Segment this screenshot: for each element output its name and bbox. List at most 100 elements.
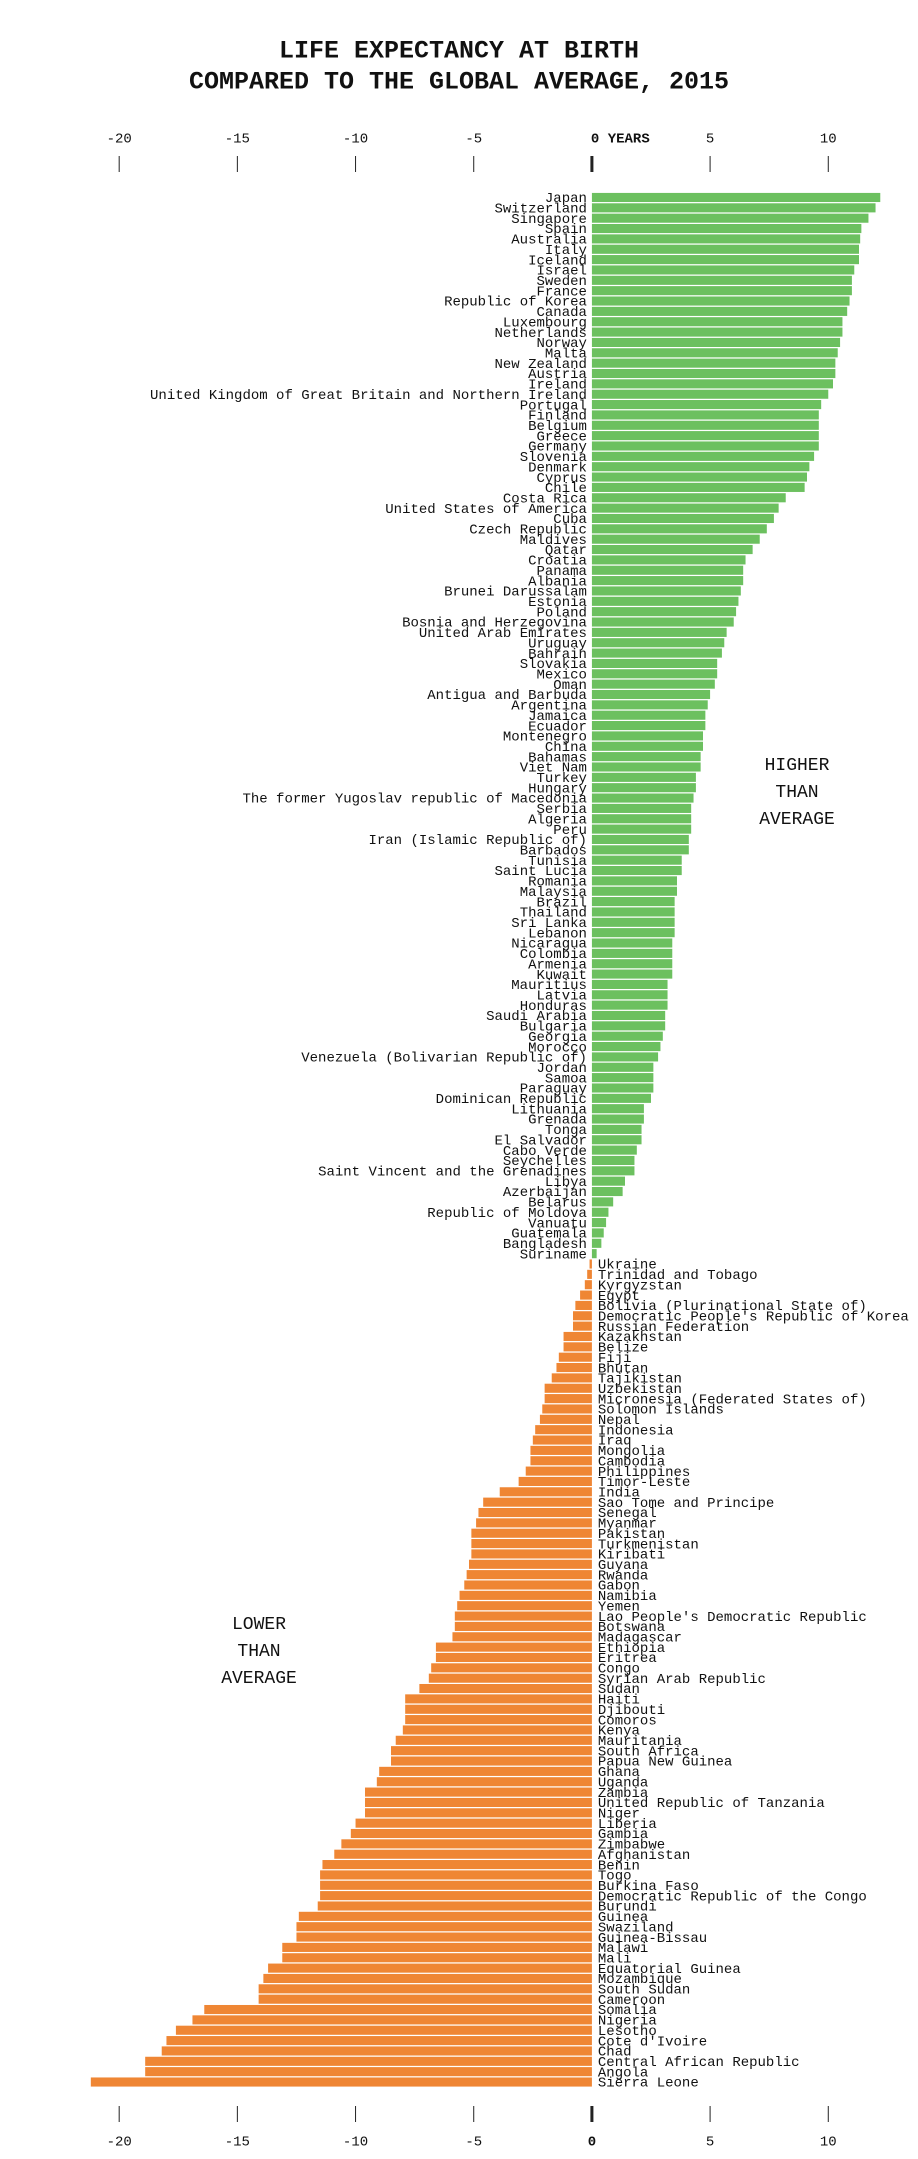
bar: [591, 451, 815, 461]
bar: [591, 1010, 666, 1021]
category-label: Iceland: [528, 253, 587, 269]
category-label: Tunisia: [528, 854, 587, 870]
category-label: Mauritius: [511, 978, 587, 994]
category-label: Costa Rica: [503, 491, 587, 507]
bar: [428, 1673, 592, 1683]
bar: [591, 576, 744, 586]
bar: [591, 689, 711, 700]
bar: [466, 1570, 592, 1580]
bar: [591, 1031, 663, 1041]
category-label: Turkey: [536, 771, 586, 787]
bar: [591, 1135, 642, 1145]
category-label: Luxembourg: [503, 315, 587, 331]
bar: [544, 1394, 592, 1404]
category-label: Haiti: [598, 1693, 640, 1709]
category-label: Cuba: [553, 512, 587, 528]
bar: [573, 1321, 592, 1331]
category-label: Mauritania: [598, 1734, 682, 1750]
category-label: Angola: [598, 2065, 648, 2081]
bar: [591, 400, 822, 410]
category-label: France: [536, 284, 586, 300]
annotation: LOWER: [232, 1615, 286, 1635]
bar: [591, 783, 696, 793]
category-label: United States of America: [385, 502, 587, 518]
bar: [563, 1342, 592, 1352]
bar: [452, 1632, 592, 1642]
category-label: Malta: [545, 347, 587, 363]
category-label: Barbados: [520, 844, 587, 860]
category-label: Gambia: [598, 1827, 648, 1843]
bar: [431, 1663, 592, 1673]
bar: [90, 2077, 592, 2087]
bar: [341, 1839, 592, 1849]
bar: [591, 1166, 635, 1176]
bar: [591, 865, 682, 876]
bar: [532, 1435, 592, 1445]
bar: [166, 2036, 592, 2046]
category-label: Namibia: [598, 1589, 657, 1605]
bar: [591, 275, 852, 285]
bar: [365, 1808, 592, 1818]
category-label: Papua New Guinea: [598, 1755, 732, 1771]
bar: [591, 596, 739, 606]
category-label: United Arab Emirates: [419, 626, 587, 642]
bar: [591, 876, 677, 886]
category-label: Algeria: [528, 812, 587, 828]
bar: [591, 679, 715, 689]
bar: [591, 721, 706, 731]
category-label: Dominican Republic: [436, 1092, 587, 1108]
category-label: Philippines: [598, 1465, 690, 1481]
bar: [530, 1445, 592, 1455]
bar: [591, 979, 668, 989]
bar: [435, 1642, 592, 1652]
x-tick-label: -20: [107, 2135, 132, 2151]
bar: [322, 1860, 592, 1870]
bar: [263, 1973, 592, 1984]
bar: [298, 1911, 592, 1921]
x-tick-label: -5: [465, 2135, 482, 2151]
bar: [405, 1694, 592, 1704]
bar: [591, 897, 675, 907]
bar: [591, 969, 673, 979]
category-label: Tonga: [545, 1123, 587, 1139]
bar: [589, 1259, 592, 1269]
category-label: Saint Lucia: [494, 864, 586, 880]
category-label: Bangladesh: [503, 1237, 587, 1253]
category-label: Ukraine: [598, 1258, 657, 1274]
category-label: Burundi: [598, 1900, 657, 1916]
bar: [591, 1052, 659, 1062]
bar: [591, 555, 746, 565]
category-label: Austria: [528, 367, 587, 383]
bar: [591, 586, 741, 596]
category-label: Hungary: [528, 781, 587, 797]
bar: [591, 389, 829, 399]
category-label: Montenegro: [503, 730, 587, 746]
bar: [204, 2004, 592, 2015]
category-label: Brunei Darussalam: [444, 585, 587, 601]
chart-title: COMPARED TO THE GLOBAL AVERAGE, 2015: [189, 68, 729, 97]
category-label: Guyana: [598, 1558, 648, 1574]
category-label: Kiribati: [598, 1548, 665, 1564]
bar: [591, 886, 677, 896]
category-label: Belize: [598, 1341, 648, 1357]
category-label: Azerbaijan: [503, 1185, 587, 1201]
bar: [591, 741, 703, 751]
bar: [591, 1083, 654, 1093]
bar: [591, 192, 881, 203]
category-label: Lebanon: [528, 926, 587, 942]
category-label: Cambodia: [598, 1454, 665, 1470]
bar: [591, 420, 819, 430]
category-label: Gabon: [598, 1579, 640, 1595]
bar: [419, 1683, 592, 1694]
bar: [391, 1746, 592, 1756]
x-tick-label: -20: [107, 132, 132, 148]
bar: [580, 1290, 592, 1300]
category-label: South Africa: [598, 1744, 699, 1760]
bar: [591, 441, 819, 451]
category-label: Latvia: [536, 988, 586, 1004]
category-label: Myanmar: [598, 1517, 657, 1533]
bar: [591, 669, 718, 679]
bar: [591, 762, 701, 772]
annotation: THAN: [775, 783, 818, 803]
bar: [587, 1269, 592, 1279]
